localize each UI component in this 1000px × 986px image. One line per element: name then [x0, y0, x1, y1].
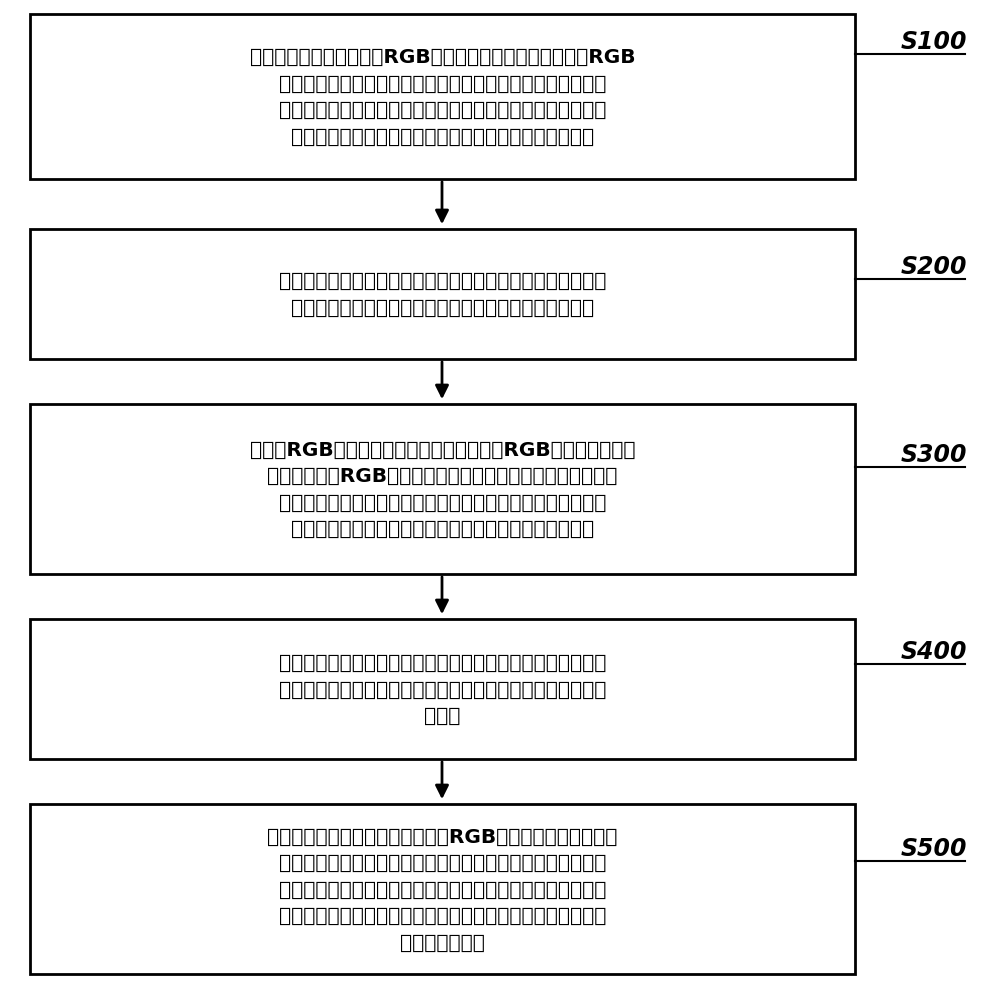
Bar [30, 404, 855, 575]
Text: S100: S100 [900, 30, 967, 54]
Bar [30, 805, 855, 974]
Text: S500: S500 [900, 836, 967, 860]
Text: 获取机械零件表面的初始RGB图像，根据加权平均法对初始RGB
图像进行灰度化得到初始灰度图像，识别初始灰度图像中每个
像素点的缺陷概率得到第一检测结果图像；根据: 获取机械零件表面的初始RGB图像，根据加权平均法对初始RGB 图像进行灰度化得到… [250, 48, 635, 147]
Text: 获取缺陷区域的标准统计特征，获取与标准统计特征差异最小
的最优统计特征，最优统计特征对应的加权平均法的系数为最
优系数: 获取缺陷区域的标准统计特征，获取与标准统计特征差异最小 的最优统计特征，最优统计… [279, 654, 606, 726]
Bar [30, 15, 855, 179]
Text: 根据缺陷概率将不确定区域自适应划分为多个第一区域；在初
始灰度图像中，提取第一区域的每个像素点的邻域特征值: 根据缺陷概率将不确定区域自适应划分为多个第一区域；在初 始灰度图像中，提取第一区… [279, 272, 606, 317]
Text: 采用最优系数的加权平均法对第二RGB图像进行灰度化得到最
优灰度图像，根据最优灰度图像获取第二检测结果图像，根据
最优灰度图像以及缺陷区域中像素点的相似度获取第: 采用最优系数的加权平均法对第二RGB图像进行灰度化得到最 优灰度图像，根据最优灰… [267, 826, 618, 951]
Bar [30, 619, 855, 759]
Text: S200: S200 [900, 254, 967, 279]
Bar [30, 230, 855, 360]
Text: S300: S300 [900, 443, 967, 466]
Text: 在初始RGB图像中提取第一区域对应的第二RGB图像，根据加权
平均法对第二RGB图像进行灰度化得到第二灰度图像；获取第
二灰度图像中每个像素点的第一梯度，根据邻: 在初始RGB图像中提取第一区域对应的第二RGB图像，根据加权 平均法对第二RGB… [250, 441, 635, 538]
Text: S400: S400 [900, 639, 967, 664]
